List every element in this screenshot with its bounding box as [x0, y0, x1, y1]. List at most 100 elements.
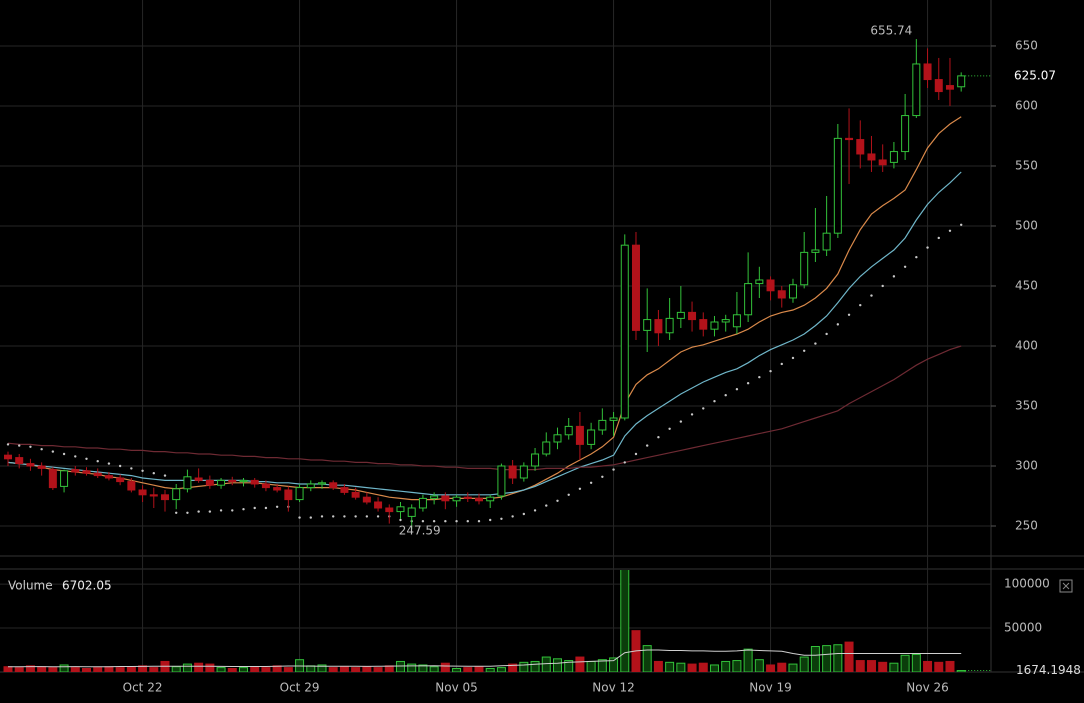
indicator-dot: [466, 519, 469, 523]
candle-body: [800, 251, 809, 286]
x-tick-label: Nov 26: [906, 681, 949, 695]
indicator-dot: [915, 255, 918, 259]
volume-bar: [822, 645, 832, 672]
indicator-dot: [668, 427, 671, 430]
volume-bar: [126, 666, 136, 672]
indicator-dot: [500, 517, 503, 520]
candle-body: [901, 115, 910, 153]
volume-bar: [698, 662, 708, 672]
indicator-dot: [578, 487, 582, 490]
volume-bar: [597, 659, 607, 672]
candle-body: [71, 469, 80, 473]
volume-legend-value: 6702.05: [62, 579, 112, 593]
candle-body: [912, 63, 921, 117]
volume-bar: [945, 660, 955, 672]
indicator-dot: [163, 474, 167, 477]
indicator-dot: [870, 294, 873, 297]
candle-body: [452, 496, 461, 502]
indicator-dot: [477, 519, 481, 523]
indicator-dot: [62, 452, 66, 456]
volume-bar: [182, 663, 192, 672]
candle-body: [766, 279, 775, 292]
candle-body: [82, 470, 91, 474]
close-button[interactable]: [1059, 579, 1073, 593]
y-tick-label: 450: [1015, 278, 1038, 292]
y-tick-label: 500: [1015, 218, 1038, 232]
candle-body: [374, 501, 383, 509]
candle-body: [676, 311, 685, 319]
volume-bar: [373, 667, 383, 672]
indicator-dot: [309, 516, 312, 519]
grid: [0, 0, 991, 672]
indicator-dot: [231, 509, 234, 512]
candle-body: [284, 489, 293, 501]
indicator-dot: [51, 450, 55, 453]
labels: Oct 22 Oct 29 Nov 05 Nov 12 Nov 19 Nov 26 250 3…: [123, 24, 1081, 695]
candle-body: [430, 495, 439, 499]
indicator-dot: [814, 342, 817, 345]
candle-body: [867, 153, 876, 161]
indicator-dot: [847, 313, 851, 316]
indicator-dot: [713, 399, 716, 403]
candle-body: [598, 419, 607, 431]
volume-bar: [261, 667, 271, 672]
volume-bar: [351, 667, 361, 672]
volume-bar: [508, 663, 518, 672]
indicator-dot: [85, 457, 88, 460]
volume-bar: [205, 663, 215, 672]
candle-body: [945, 85, 954, 90]
indicator-dot: [690, 413, 694, 416]
indicator-dot: [489, 518, 492, 522]
volume-bar: [519, 661, 529, 672]
candle-body: [889, 151, 898, 163]
indicator-dot: [802, 349, 806, 352]
indicator-dot: [545, 504, 548, 507]
candle-body: [295, 487, 304, 501]
candle-body: [351, 491, 360, 498]
volume-bar: [407, 663, 417, 672]
indicator-dot: [130, 467, 133, 470]
volume-bar: [642, 645, 652, 672]
indicator-line: [7, 345, 962, 471]
volume-bar: [362, 666, 372, 672]
last-price-label: 625.07: [1014, 68, 1056, 82]
volume-bar: [194, 662, 204, 672]
candle-body: [127, 481, 136, 491]
indicator-dot: [679, 420, 683, 423]
y-tick-label: 50000: [1004, 621, 1042, 635]
candle-body: [732, 314, 741, 328]
candle-body: [149, 494, 158, 497]
indicator-dot: [780, 362, 783, 366]
indicator-dot: [645, 444, 649, 447]
candle-body: [396, 506, 405, 513]
indicator-dot: [74, 455, 77, 458]
volume-bar: [463, 667, 473, 672]
indicator-dot: [365, 515, 369, 518]
volume-bar: [878, 661, 888, 672]
indicator-dot: [892, 275, 896, 278]
candle-body: [587, 429, 596, 445]
candle-body: [418, 497, 427, 509]
indicator-dot: [959, 223, 963, 226]
x-tick-label: Oct 29: [280, 681, 320, 695]
volume-bar: [250, 666, 260, 672]
indicator-dot: [264, 506, 268, 510]
indicator-dot: [589, 481, 593, 484]
volume-bar: [138, 665, 148, 672]
indicator-dot: [354, 515, 357, 518]
volume-bar: [48, 667, 58, 672]
indicator-dot: [219, 509, 223, 512]
indicator-dot: [29, 445, 32, 448]
volume-bar: [754, 659, 764, 672]
indicator-dot: [6, 443, 10, 446]
indicator-dot: [455, 519, 458, 523]
indicator-dot: [634, 452, 638, 456]
indicator-line: [7, 171, 962, 496]
candle-body: [609, 417, 618, 421]
indicator-dot: [376, 515, 380, 518]
x-tick-label: Nov 19: [749, 681, 792, 695]
indicator-dot: [758, 375, 761, 379]
candle-body: [172, 488, 181, 501]
y-tick-label: 650: [1015, 38, 1038, 52]
